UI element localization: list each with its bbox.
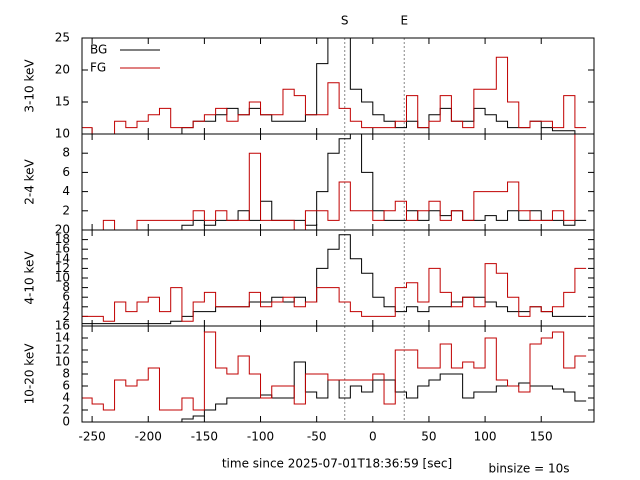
y-tick-label: 12 [55, 261, 70, 275]
histogram-step [82, 361, 587, 422]
x-tick-label: 100 [474, 430, 497, 444]
y-tick-label: 8 [62, 367, 70, 381]
x-tick-label: -250 [78, 430, 105, 444]
y-axis-label: 2-4 keV [23, 158, 37, 204]
y-tick-label: 6 [62, 290, 70, 304]
binsize-note: binsize = 10s [488, 462, 569, 476]
y-tick-label: 15 [55, 95, 70, 109]
y-tick-label: 18 [55, 232, 70, 246]
y-tick-label: 20 [55, 63, 70, 77]
y-tick-label: 16 [55, 242, 70, 256]
legend-label: BG [90, 43, 107, 57]
x-tick-label: -50 [307, 430, 327, 444]
x-tick-label: -100 [247, 430, 274, 444]
y-tick-label: 6 [62, 165, 70, 179]
histogram-step [82, 134, 587, 230]
histogram-step [82, 234, 587, 325]
y-tick-label: 4 [62, 391, 70, 405]
x-axis-label: time since 2025-07-01T18:36:59 [sec] [222, 457, 452, 471]
legend-label: FG [90, 61, 106, 75]
panel-frame [81, 37, 595, 135]
y-tick-label: 2 [62, 203, 70, 217]
x-tick-label: 150 [530, 430, 553, 444]
y-tick-label: 8 [62, 280, 70, 294]
plot-area [82, 234, 587, 325]
y-tick-label: 6 [62, 379, 70, 393]
x-tick-label: -150 [191, 430, 218, 444]
y-tick-label: 10 [55, 271, 70, 285]
y-tick-label: 2 [62, 403, 70, 417]
y-tick-label: 10 [55, 355, 70, 369]
y-tick-label: 12 [55, 343, 70, 357]
y-tick-label: 20 [55, 223, 70, 237]
histogram-step [82, 56, 587, 134]
panel-frame [81, 325, 595, 423]
y-axis-label: 3-10 keV [23, 59, 37, 113]
y-tick-label: 10 [55, 127, 70, 141]
y-tick-label: 4 [62, 299, 70, 313]
y-tick-label: 8 [62, 146, 70, 160]
x-tick-label: 0 [369, 430, 377, 444]
annotation-label: S [341, 14, 349, 28]
y-tick-label: 25 [55, 31, 70, 45]
y-axis-label: 4-10 keV [23, 251, 37, 305]
annotation-label: E [400, 14, 408, 28]
x-tick-label: 50 [421, 430, 436, 444]
y-tick-label: 14 [55, 251, 70, 265]
plot-area [82, 38, 587, 134]
y-tick-label: 4 [62, 184, 70, 198]
plot-area [82, 331, 587, 422]
histogram-step [82, 331, 587, 411]
plot-area [82, 134, 587, 230]
y-tick-label: 16 [55, 319, 70, 333]
histogram-step [82, 134, 587, 230]
histogram-step [181, 38, 587, 134]
x-tick-label: -200 [135, 430, 162, 444]
y-axis-label: 10-20 keV [23, 343, 37, 405]
y-tick-label: 0 [62, 415, 70, 429]
histogram-step [82, 263, 587, 322]
y-tick-label: 14 [55, 331, 70, 345]
y-tick-label: 2 [62, 309, 70, 323]
